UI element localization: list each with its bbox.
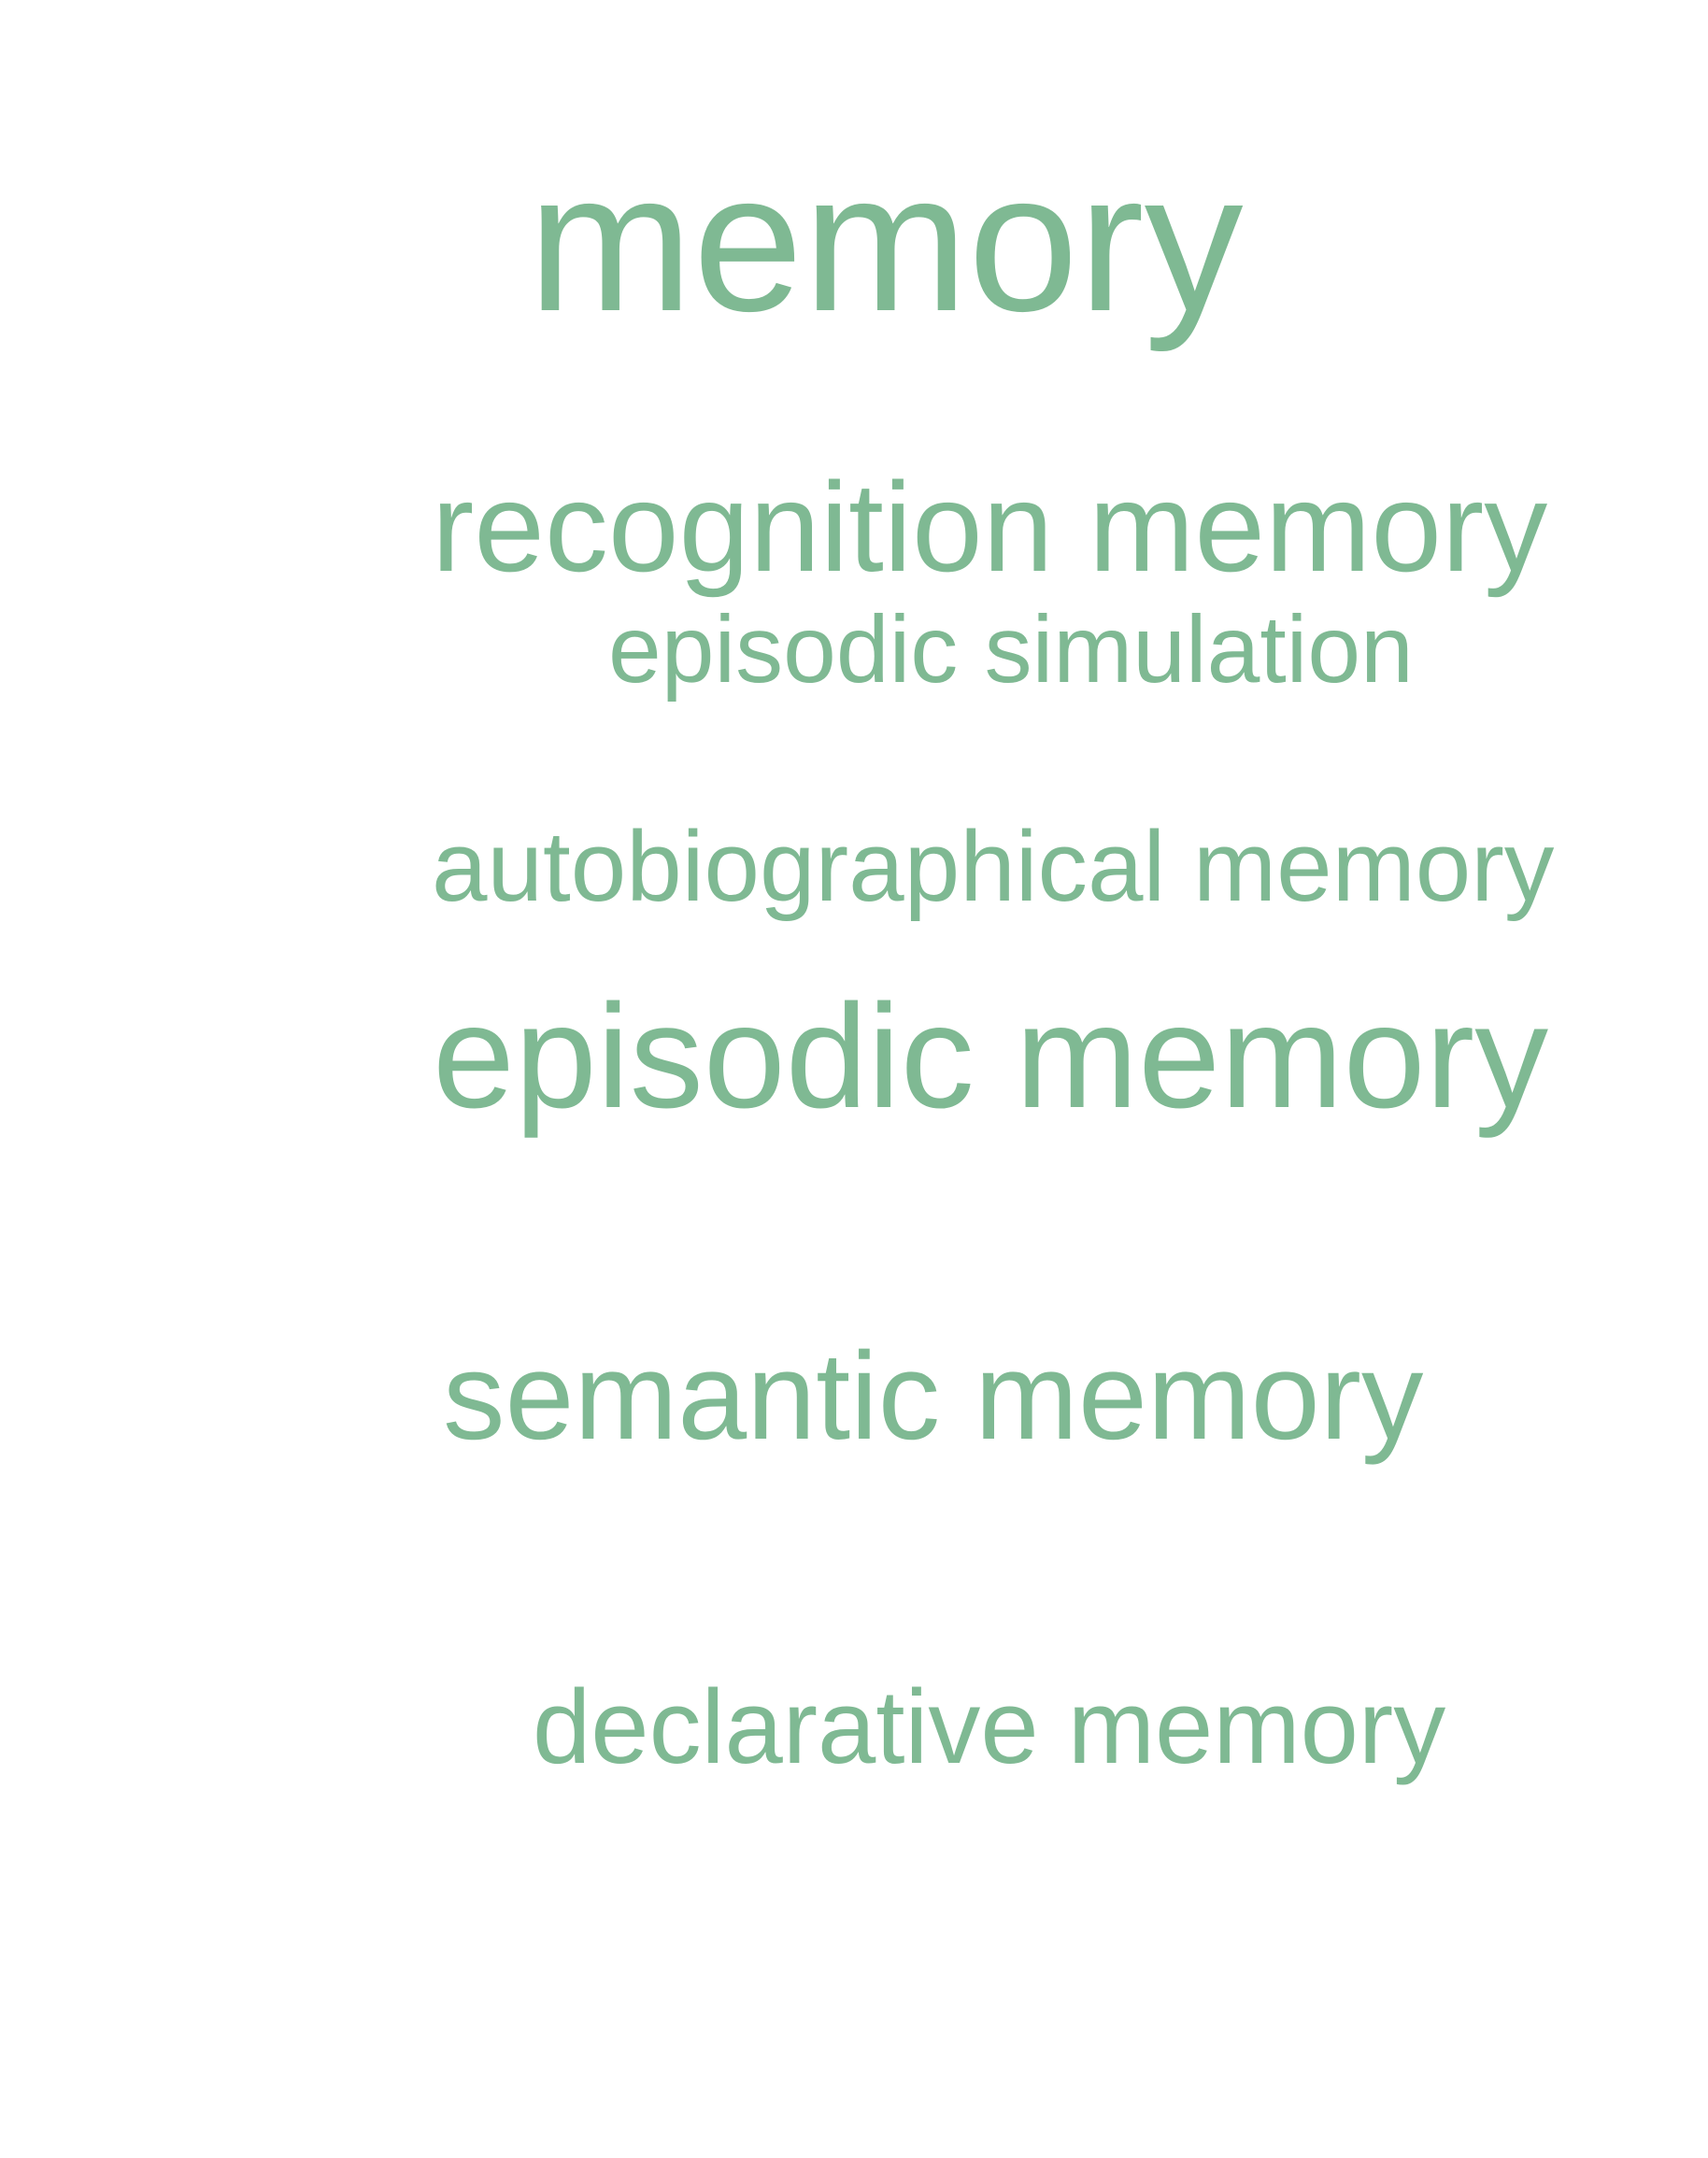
word-autobiographical-memory: autobiographical memory — [432, 810, 1555, 922]
word-recognition-memory: recognition memory — [432, 456, 1548, 598]
word-episodic-simulation: episodic simulation — [608, 596, 1414, 703]
word-declarative-memory: declarative memory — [533, 1668, 1446, 1785]
word-memory: memory — [528, 131, 1244, 352]
word-episodic-memory: episodic memory — [433, 974, 1549, 1139]
word-semantic-memory: semantic memory — [443, 1327, 1424, 1466]
